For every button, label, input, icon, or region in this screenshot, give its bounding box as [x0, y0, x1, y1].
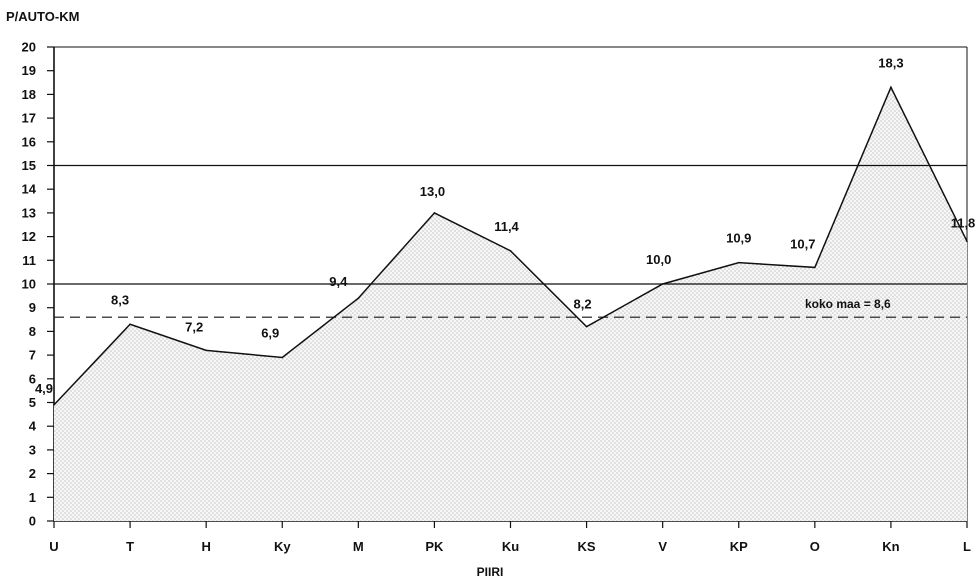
- data-label-l: 11,8: [951, 215, 976, 230]
- y-tick-label-7: 7: [29, 348, 36, 363]
- y-tick-label-4: 4: [29, 419, 37, 434]
- data-point-l: [966, 240, 968, 243]
- data-point-u: [53, 404, 55, 406]
- average-line-label: koko maa = 8,6: [805, 297, 891, 311]
- reference-lines: koko maa = 8,6: [54, 164, 967, 318]
- x-axis-title: PIIRI: [477, 565, 504, 579]
- y-tick-label-14: 14: [22, 182, 37, 197]
- x-tick-label-ku: Ku: [502, 539, 519, 554]
- x-tick-label-o: O: [810, 539, 820, 554]
- y-tick-label-13: 13: [22, 205, 36, 220]
- x-tick-label-h: H: [201, 539, 210, 554]
- y-tick-label-18: 18: [22, 87, 36, 102]
- x-tick-label-t: T: [126, 539, 134, 554]
- y-tick-label-1: 1: [29, 490, 36, 505]
- area-fill: [54, 87, 967, 521]
- x-tick-label-ks: KS: [578, 539, 596, 554]
- x-axis-ticks: U T H Ky M PK Ku KS V KP O Kn L: [49, 521, 971, 554]
- x-tick-label-kp: KP: [730, 539, 748, 554]
- data-label-ky: 6,9: [261, 325, 279, 340]
- y-tick-label-5: 5: [29, 395, 36, 410]
- data-point-t: [129, 323, 131, 326]
- data-point-ky: [281, 356, 284, 359]
- y-tick-label-15: 15: [22, 158, 36, 173]
- x-tick-label-m: M: [353, 539, 364, 554]
- data-point-ku: [509, 250, 512, 252]
- data-label-t: 8,3: [111, 292, 129, 307]
- data-point-ks: [585, 325, 588, 328]
- data-point-kn: [890, 86, 892, 89]
- y-tick-label-17: 17: [22, 111, 36, 126]
- data-labels: 4,9 8,3 7,2 6,9 9,4 13,0 11,4 8,2 10,0 10,9 10,7 18…: [35, 55, 975, 396]
- x-tick-label-ky: Ky: [274, 539, 291, 554]
- y-tick-label-12: 12: [22, 229, 36, 244]
- data-point-m: [357, 297, 360, 300]
- x-tick-label-v: V: [658, 539, 667, 554]
- x-tick-label-l: L: [963, 539, 971, 554]
- y-tick-label-16: 16: [22, 134, 36, 149]
- y-tick-label-10: 10: [22, 277, 36, 292]
- data-label-ku: 11,4: [494, 219, 519, 234]
- data-point-h: [205, 349, 207, 352]
- data-label-kp: 10,9: [726, 231, 751, 246]
- data-label-v: 10,0: [646, 252, 671, 267]
- y-tick-label-20: 20: [22, 40, 36, 55]
- y-axis-title: P/AUTO-KM: [6, 9, 79, 24]
- y-tick-label-2: 2: [29, 466, 36, 481]
- area-layer: [53, 85, 968, 521]
- data-label-h: 7,2: [185, 319, 203, 334]
- y-tick-label-3: 3: [29, 442, 36, 457]
- data-label-o: 10,7: [790, 236, 815, 251]
- data-label-kn: 18,3: [878, 55, 903, 70]
- data-point-pk: [433, 212, 436, 214]
- data-point-kp: [737, 261, 740, 264]
- y-tick-label-9: 9: [29, 300, 36, 315]
- y-tick-label-0: 0: [29, 514, 36, 529]
- data-label-m: 9,4: [329, 274, 348, 289]
- x-tick-label-kn: Kn: [882, 539, 899, 554]
- data-point-o: [814, 266, 816, 269]
- y-tick-label-6: 6: [29, 371, 36, 386]
- x-tick-label-pk: PK: [425, 539, 444, 554]
- x-tick-label-u: U: [49, 539, 58, 554]
- data-label-pk: 13,0: [420, 184, 445, 199]
- y-tick-label-19: 19: [22, 63, 36, 78]
- y-tick-label-11: 11: [22, 253, 36, 268]
- data-label-u: 4,9: [35, 381, 53, 396]
- data-label-ks: 8,2: [574, 297, 592, 312]
- y-tick-label-8: 8: [29, 324, 36, 339]
